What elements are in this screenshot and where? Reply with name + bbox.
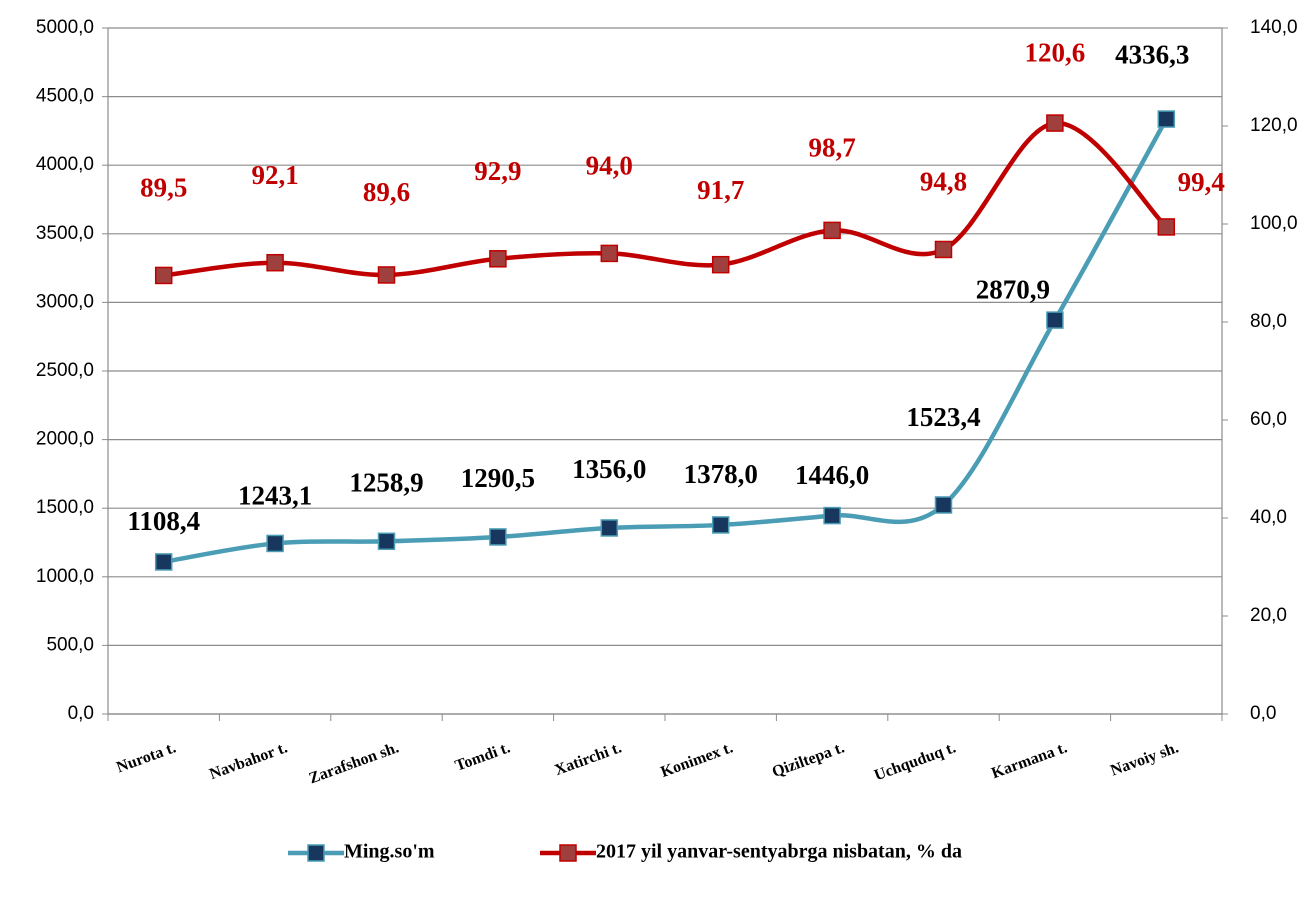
marker xyxy=(266,253,284,272)
marker xyxy=(377,532,396,551)
marker xyxy=(1046,311,1064,329)
data-label: 92,9 xyxy=(474,156,521,186)
line xyxy=(163,117,1169,565)
x-tick-label: Navoiy sh. xyxy=(1108,739,1181,779)
marker xyxy=(823,221,841,240)
marker xyxy=(266,534,284,553)
legend-marker xyxy=(559,844,577,862)
x-tick-label: Konimex t. xyxy=(659,739,736,781)
y-tick-label: 500,0 xyxy=(46,634,94,655)
marker xyxy=(1157,218,1176,236)
marker xyxy=(489,528,507,546)
y-tick-label: 0,0 xyxy=(68,703,94,724)
y2-tick-label: 40,0 xyxy=(1250,507,1287,528)
marker xyxy=(600,244,619,263)
x-tick-label: Zarafshon sh. xyxy=(307,739,401,787)
y-tick-label: 2500,0 xyxy=(36,360,94,381)
y-tick-label: 5000,0 xyxy=(36,17,94,38)
data-label: 99,4 xyxy=(1178,167,1225,197)
data-label: 1378,0 xyxy=(684,459,758,489)
marker xyxy=(934,240,953,259)
y2-tick-label: 0,0 xyxy=(1250,703,1276,724)
x-tick-label: Tomdi t. xyxy=(453,739,513,775)
y-tick-label: 3500,0 xyxy=(36,223,94,244)
x-tick-label: Nurota t. xyxy=(114,739,178,776)
data-label: 94,0 xyxy=(586,151,633,181)
x-tick-label: Uchquduq t. xyxy=(872,739,958,784)
data-label: 4336,3 xyxy=(1115,39,1189,69)
marker xyxy=(154,266,173,285)
marker xyxy=(1157,110,1176,128)
data-label: 1108,4 xyxy=(127,506,200,536)
x-tick-label: Karmana t. xyxy=(989,739,1069,782)
y2-tick-label: 20,0 xyxy=(1250,605,1287,626)
y2-tick-label: 140,0 xyxy=(1250,17,1298,38)
data-label: 1446,0 xyxy=(795,460,869,490)
data-label: 98,7 xyxy=(808,133,855,163)
y2-tick-label: 80,0 xyxy=(1250,311,1287,332)
legend-label: 2017 yil yanvar-sentyabrga nisbatan, % d… xyxy=(596,841,962,863)
y-tick-label: 3000,0 xyxy=(36,291,94,312)
y-tick-label: 1500,0 xyxy=(36,497,94,518)
data-label: 1356,0 xyxy=(572,454,646,484)
y-tick-label: 4000,0 xyxy=(36,154,94,175)
marker xyxy=(823,506,841,525)
legend-label: Ming.so'm xyxy=(344,841,435,863)
y2-tick-label: 120,0 xyxy=(1250,115,1298,136)
data-label: 94,8 xyxy=(920,167,967,197)
data-label: 1290,5 xyxy=(461,463,535,493)
marker xyxy=(377,266,396,284)
marker xyxy=(600,519,619,537)
y-tick-label: 1000,0 xyxy=(36,566,94,587)
marker xyxy=(489,250,507,268)
y2-tick-label: 60,0 xyxy=(1250,409,1287,430)
marker xyxy=(934,496,953,514)
marker xyxy=(711,516,730,534)
marker xyxy=(1046,114,1064,132)
y-tick-label: 4500,0 xyxy=(36,86,94,107)
marker xyxy=(711,255,730,274)
data-label: 2870,9 xyxy=(976,274,1050,304)
data-label: 1243,1 xyxy=(238,481,312,511)
y-tick-label: 2000,0 xyxy=(36,429,94,450)
x-tick-label: Qiziltepa t. xyxy=(770,739,847,781)
data-label: 1258,9 xyxy=(349,467,423,497)
legend-marker xyxy=(307,844,325,862)
marker xyxy=(154,553,173,571)
y2-tick-label: 100,0 xyxy=(1250,213,1298,234)
data-label: 89,6 xyxy=(363,177,410,207)
line xyxy=(163,120,1168,278)
x-tick-label: Xatirchi t. xyxy=(552,739,624,779)
data-label: 91,7 xyxy=(697,175,744,205)
data-label: 89,5 xyxy=(140,173,187,203)
data-label: 1523,4 xyxy=(906,402,980,432)
data-label: 92,1 xyxy=(251,160,298,190)
x-tick-label: Navbahor t. xyxy=(207,739,289,783)
data-label: 120,6 xyxy=(1025,37,1086,67)
